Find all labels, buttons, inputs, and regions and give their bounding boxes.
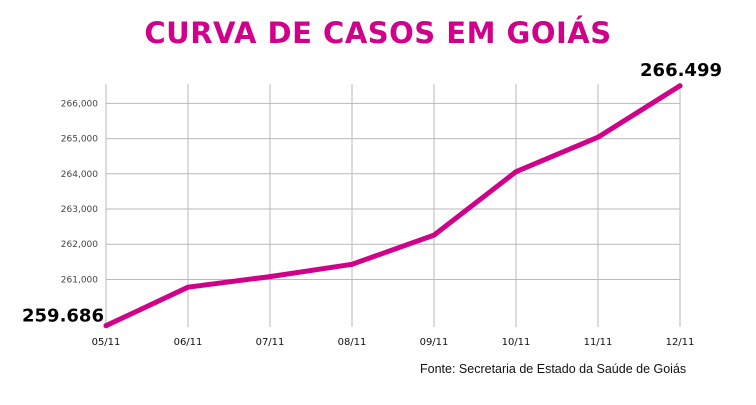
y-axis-ticks: 261,000 262,000 263,000 264,000 265,000 266,0… xyxy=(61,99,98,285)
x-tick-label: 12/11 xyxy=(666,337,695,348)
x-tick-label: 07/11 xyxy=(256,337,285,348)
y-tick-label: 265,000 xyxy=(61,135,98,145)
data-point xyxy=(431,232,437,238)
x-tick-label: 11/11 xyxy=(584,337,613,348)
data-point xyxy=(349,261,355,267)
x-tick-label: 08/11 xyxy=(338,337,367,348)
series-line xyxy=(103,83,683,329)
chart-title: CURVA DE CASOS EM GOIÁS xyxy=(144,16,612,50)
x-tick-label: 06/11 xyxy=(174,337,203,348)
data-point xyxy=(677,83,683,89)
y-tick-label: 264,000 xyxy=(61,170,98,180)
data-point xyxy=(595,134,601,140)
y-tick-label: 262,000 xyxy=(61,240,98,250)
grid-lines xyxy=(105,84,681,327)
x-tick-label: 09/11 xyxy=(420,337,449,348)
start-value-label: 259.686 xyxy=(22,306,104,327)
source-note: Fonte: Secretaria de Estado da Saúde de … xyxy=(420,362,687,376)
y-tick-label: 266,000 xyxy=(61,99,98,109)
x-tick-label: 10/11 xyxy=(502,337,531,348)
data-point xyxy=(103,323,109,329)
end-value-label: 266.499 xyxy=(640,60,722,81)
data-point xyxy=(267,274,273,280)
x-axis-ticks: 05/11 06/11 07/11 08/11 09/11 10/11 11/11 12/11 xyxy=(92,337,695,348)
y-tick-label: 263,000 xyxy=(61,205,98,215)
x-tick-label: 05/11 xyxy=(92,337,121,348)
data-point xyxy=(513,169,519,175)
y-tick-label: 261,000 xyxy=(61,275,98,285)
data-point xyxy=(185,284,191,290)
